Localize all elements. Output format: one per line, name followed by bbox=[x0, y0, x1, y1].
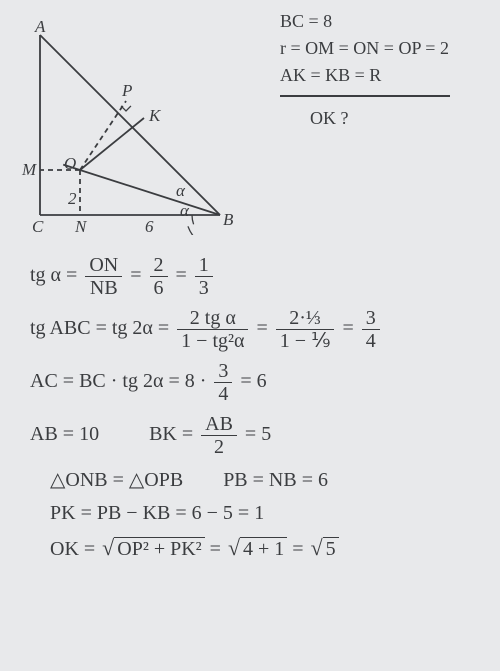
label-alpha1: α bbox=[180, 201, 189, 221]
label-c: C bbox=[32, 217, 43, 237]
line-pk: PK = PB − KB = 6 − 5 = 1 bbox=[50, 502, 480, 525]
line-triangles: △ONB = △OPB PB = NB = 6 bbox=[50, 467, 480, 492]
label-k: K bbox=[149, 106, 160, 126]
label-p: P bbox=[122, 81, 132, 101]
label-m: M bbox=[22, 160, 36, 180]
solution-block: tg α = ONNB = 26 = 13 tg ABC = tg 2α = 2… bbox=[30, 255, 480, 571]
label-a: A bbox=[35, 17, 45, 37]
label-b: B bbox=[223, 210, 233, 230]
divider bbox=[280, 95, 450, 97]
line-tg-alpha: tg α = ONNB = 26 = 13 bbox=[30, 255, 480, 298]
label-n: N bbox=[75, 217, 86, 237]
label-alpha2: α bbox=[176, 181, 185, 201]
label-two: 2 bbox=[68, 189, 77, 209]
given-r: r = OM = ON = OP = 2 bbox=[280, 35, 490, 62]
line-ok: OK = OP² + PK² = 4 + 1 = 5 bbox=[50, 535, 480, 561]
given-bc: BC = 8 bbox=[280, 8, 490, 35]
given-block: BC = 8 r = OM = ON = OP = 2 AK = KB = R … bbox=[280, 8, 490, 132]
label-o: O bbox=[64, 154, 76, 174]
line-ab-bk: AB = 10 BK = AB2 = 5 bbox=[30, 414, 480, 457]
given-ak: AK = KB = R bbox=[280, 62, 490, 89]
label-six: 6 bbox=[145, 217, 154, 237]
line-tg-abc: tg ABC = tg 2α = 2 tg α1 − tg²α = 2·⅓1 −… bbox=[30, 308, 480, 351]
geometry-diagram: A B C M N O K P 2 6 α α bbox=[20, 15, 240, 235]
find-ok: OK ? bbox=[280, 105, 490, 132]
line-ac: AC = BC · tg 2α = 8 · 34 = 6 bbox=[30, 361, 480, 404]
